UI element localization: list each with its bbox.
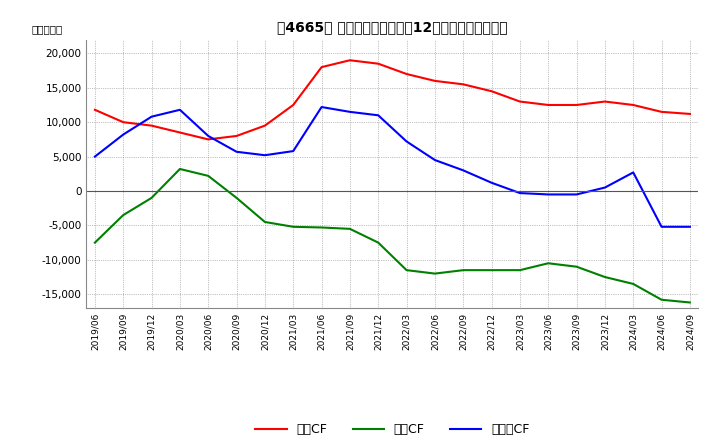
営業CF [487,88,496,94]
営業CF [176,130,184,135]
投資CF [289,224,297,229]
投資CF [685,300,694,305]
営業CF [148,123,156,128]
営業CF [346,58,354,63]
フリーCF [91,154,99,159]
フリーCF [685,224,694,229]
投資CF [374,240,382,245]
投資CF [204,173,212,179]
営業CF [119,120,127,125]
営業CF [289,103,297,108]
投資CF [459,268,467,273]
フリーCF [289,148,297,154]
営業CF [629,103,637,108]
営業CF [657,109,666,114]
フリーCF [629,170,637,175]
フリーCF [657,224,666,229]
投資CF [402,268,411,273]
フリーCF [233,149,241,154]
営業CF [233,133,241,139]
投資CF [346,226,354,231]
投資CF [91,240,99,245]
営業CF [544,103,552,108]
投資CF [516,268,524,273]
フリーCF [600,185,609,190]
投資CF [233,195,241,201]
営業CF [261,123,269,128]
投資CF [544,260,552,266]
投資CF [176,166,184,172]
営業CF [204,137,212,142]
営業CF [402,71,411,77]
営業CF [459,82,467,87]
投資CF [629,281,637,286]
Title: 　4665、 キャッシュフローの12か月移動合計の推移: 4665、 キャッシュフローの12か月移動合計の推移 [277,20,508,34]
フリーCF [431,158,439,163]
フリーCF [261,153,269,158]
フリーCF [572,192,581,197]
フリーCF [346,109,354,114]
営業CF [600,99,609,104]
Line: フリーCF: フリーCF [95,107,690,227]
営業CF [516,99,524,104]
Legend: 営業CF, 投資CF, フリーCF: 営業CF, 投資CF, フリーCF [251,418,534,440]
投資CF [148,195,156,201]
フリーCF [119,132,127,137]
フリーCF [516,191,524,196]
営業CF [91,107,99,113]
Line: 営業CF: 営業CF [95,60,690,139]
フリーCF [176,107,184,113]
Line: 投資CF: 投資CF [95,169,690,302]
投資CF [657,297,666,302]
フリーCF [544,192,552,197]
投資CF [572,264,581,269]
フリーCF [318,104,326,110]
営業CF [685,111,694,117]
フリーCF [374,113,382,118]
投資CF [431,271,439,276]
Text: （百万円）: （百万円） [31,24,63,34]
投資CF [261,219,269,224]
フリーCF [204,133,212,139]
投資CF [600,275,609,280]
フリーCF [148,114,156,119]
フリーCF [487,180,496,185]
営業CF [374,61,382,66]
営業CF [431,78,439,84]
営業CF [572,103,581,108]
投資CF [487,268,496,273]
投資CF [318,225,326,230]
営業CF [318,65,326,70]
フリーCF [459,168,467,173]
フリーCF [402,139,411,144]
投資CF [119,213,127,218]
